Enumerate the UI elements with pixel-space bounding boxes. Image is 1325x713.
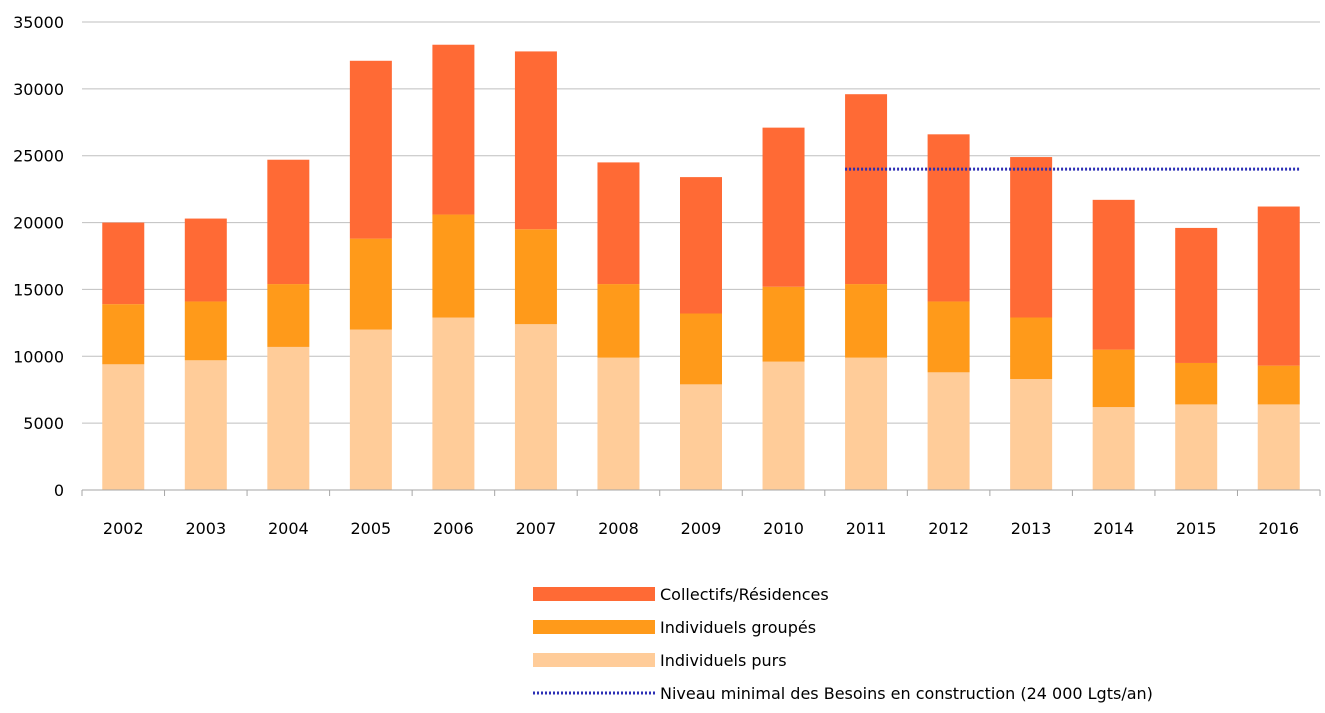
bar-segment bbox=[1175, 362, 1218, 405]
y-tick-label: 30000 bbox=[13, 80, 64, 99]
bar-segment bbox=[1010, 317, 1053, 380]
bar-segment bbox=[184, 301, 227, 361]
bar-segment bbox=[184, 360, 227, 490]
bar-segment bbox=[1092, 349, 1135, 408]
bar-segment bbox=[514, 51, 557, 230]
y-tick-label: 5000 bbox=[23, 414, 64, 433]
bar-segment bbox=[267, 159, 310, 285]
x-tick-label: 2005 bbox=[351, 519, 392, 538]
y-tick-label: 35000 bbox=[13, 13, 64, 32]
bar-segment bbox=[597, 357, 640, 490]
x-tick-label: 2003 bbox=[185, 519, 226, 538]
bar-segment bbox=[1257, 404, 1300, 490]
bar-segment bbox=[1010, 157, 1053, 318]
bar-segment bbox=[1257, 365, 1300, 405]
bar-segment bbox=[927, 301, 970, 373]
legend-label: Individuels groupés bbox=[660, 618, 816, 637]
x-tick-label: 2011 bbox=[846, 519, 887, 538]
bar-segment bbox=[349, 60, 392, 239]
x-tick-label: 2016 bbox=[1258, 519, 1299, 538]
bar-segment bbox=[927, 134, 970, 302]
x-tick-label: 2002 bbox=[103, 519, 144, 538]
y-tick-label: 25000 bbox=[13, 147, 64, 166]
bar-segment bbox=[184, 218, 227, 302]
x-tick-label: 2006 bbox=[433, 519, 474, 538]
bar-segment bbox=[267, 346, 310, 490]
bar-segment bbox=[102, 222, 145, 305]
bar-segment bbox=[680, 384, 722, 490]
legend-swatch bbox=[533, 587, 655, 601]
bar-segment bbox=[1257, 206, 1300, 366]
bar-segment bbox=[680, 177, 722, 314]
bar-segment bbox=[349, 238, 392, 330]
legend-label: Collectifs/Résidences bbox=[660, 585, 829, 604]
legend-swatch bbox=[533, 653, 655, 667]
bar-segment bbox=[102, 364, 145, 490]
bar-segment bbox=[514, 324, 557, 490]
bar-segment bbox=[432, 44, 475, 215]
y-tick-label: 20000 bbox=[13, 214, 64, 233]
bar-segment bbox=[680, 313, 722, 385]
y-tick-label: 10000 bbox=[13, 347, 64, 366]
legend-label: Individuels purs bbox=[660, 651, 787, 670]
bar-segment bbox=[597, 284, 640, 358]
x-tick-label: 2008 bbox=[598, 519, 639, 538]
x-tick-label: 2015 bbox=[1176, 519, 1217, 538]
y-tick-label: 0 bbox=[54, 481, 64, 500]
bar-segment bbox=[349, 329, 392, 490]
bar-segment bbox=[1092, 199, 1135, 350]
x-tick-label: 2014 bbox=[1093, 519, 1134, 538]
bar-segment bbox=[762, 127, 805, 287]
bar-segment bbox=[597, 162, 640, 285]
x-tick-label: 2013 bbox=[1011, 519, 1052, 538]
x-tick-label: 2007 bbox=[516, 519, 557, 538]
x-tick-label: 2010 bbox=[763, 519, 804, 538]
bar-segment bbox=[927, 372, 970, 490]
x-tick-label: 2009 bbox=[681, 519, 722, 538]
bar-segment bbox=[845, 284, 888, 358]
bar-segment bbox=[1092, 407, 1135, 490]
bar-segment bbox=[432, 214, 475, 318]
bar-segment bbox=[432, 317, 475, 490]
bar-segment bbox=[845, 94, 888, 285]
legend-swatch bbox=[533, 620, 655, 634]
bar-segment bbox=[514, 229, 557, 325]
x-tick-label: 2012 bbox=[928, 519, 969, 538]
bar-segment bbox=[1175, 404, 1218, 490]
bar-segment bbox=[1010, 379, 1053, 490]
bar-segment bbox=[1175, 227, 1218, 363]
x-tick-label: 2004 bbox=[268, 519, 309, 538]
bar-segment bbox=[762, 286, 805, 362]
bar-segment bbox=[845, 357, 888, 490]
y-tick-label: 15000 bbox=[13, 280, 64, 299]
legend-label: Niveau minimal des Besoins en constructi… bbox=[660, 684, 1153, 703]
bar-segment bbox=[762, 361, 805, 490]
bar-segment bbox=[267, 284, 310, 347]
bar-segment bbox=[102, 304, 145, 365]
